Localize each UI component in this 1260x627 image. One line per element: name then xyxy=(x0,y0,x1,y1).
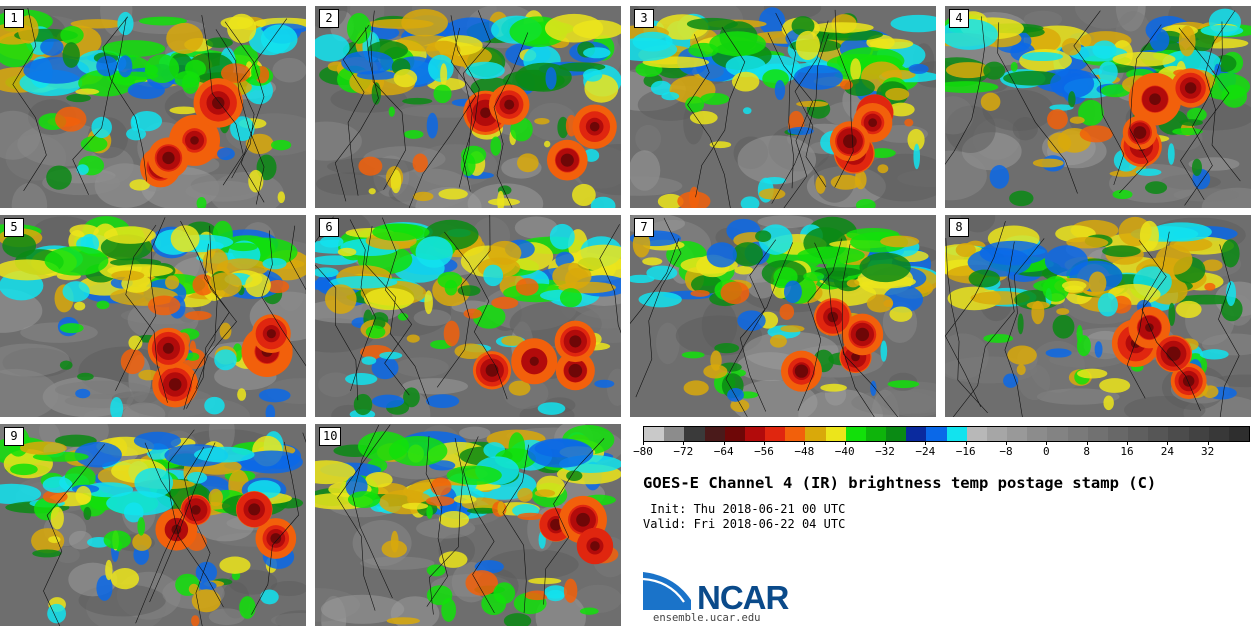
panel-number: 1 xyxy=(4,9,24,28)
colorbar-segment xyxy=(1188,427,1209,441)
colorbar-segment xyxy=(785,427,806,441)
ir-imagery xyxy=(630,6,936,208)
stamp-panel-1: 1 xyxy=(0,6,306,208)
colorbar-segment xyxy=(805,427,826,441)
colorbar-tick xyxy=(1006,441,1007,445)
stamp-panel-5: 5 xyxy=(0,215,306,417)
ir-imagery xyxy=(630,215,936,417)
colorbar-tick-label: 16 xyxy=(1120,445,1134,458)
colorbar-tick-label: −64 xyxy=(713,445,734,458)
colorbar-segment xyxy=(986,427,1008,441)
ir-imagery xyxy=(315,6,621,208)
colorbar-tick xyxy=(1046,441,1048,445)
colorbar-segment xyxy=(865,427,887,441)
colorbar-tick-label: 0 xyxy=(1043,445,1050,458)
colorbar-segment xyxy=(1067,427,1088,441)
colorbar-segment xyxy=(845,427,866,441)
colorbar-segment xyxy=(1027,427,1048,441)
colorbar-tick xyxy=(1207,441,1209,445)
website-url: ensemble.ucar.edu xyxy=(653,612,761,624)
colorbar-segment xyxy=(825,427,846,441)
colorbar-tick-label: −72 xyxy=(673,445,694,458)
colorbar-segment xyxy=(946,427,967,441)
colorbar-tick xyxy=(965,441,967,445)
colorbar-tick xyxy=(683,441,685,445)
colorbar-tick xyxy=(1086,441,1088,445)
colorbar-segment xyxy=(765,427,786,441)
stamp-panel-3: 3 xyxy=(630,6,936,208)
colorbar-tick xyxy=(1127,441,1128,445)
colorbar-segment xyxy=(704,427,725,441)
stamp-panel-6: 6 xyxy=(315,215,621,417)
colorbar-tick-label: −80 xyxy=(633,445,653,458)
panel-number: 10 xyxy=(319,427,342,446)
colorbar-ticks: −80 −72 −64 −56 −48 −40 −32 −24 −16 −8 0 8 16 24 32 xyxy=(633,441,1248,461)
ir-imagery xyxy=(0,6,306,208)
stamp-panel-4: 4 xyxy=(945,6,1251,208)
colorbar-segment xyxy=(664,427,685,441)
panel-number: 7 xyxy=(634,218,654,237)
colorbar-segment xyxy=(1047,427,1068,441)
colorbar-tick xyxy=(643,441,644,445)
ir-imagery xyxy=(945,6,1251,208)
init-time: Init: Thu 2018-06-21 00 UTC xyxy=(643,502,846,516)
stamp-panel-8: 8 xyxy=(945,215,1251,417)
colorbar-segment xyxy=(1148,427,1169,441)
stamp-panel-9: 9 xyxy=(0,424,306,626)
colorbar-segment xyxy=(684,427,705,441)
ncar-wordmark: NCAR xyxy=(697,579,789,610)
colorbar-tick-label: 32 xyxy=(1201,445,1215,458)
ir-imagery xyxy=(0,216,306,417)
colorbar xyxy=(643,426,1250,442)
ir-imagery xyxy=(945,215,1251,417)
ncar-logo: NCAR xyxy=(643,572,790,610)
panel-number: 6 xyxy=(319,218,339,237)
ir-imagery xyxy=(315,424,621,626)
colorbar-segment xyxy=(1168,427,1189,441)
colorbar-tick xyxy=(844,441,846,445)
stamp-panel-10: 10 xyxy=(315,424,621,626)
colorbar-tick-label: −32 xyxy=(875,445,895,458)
colorbar-segment xyxy=(1228,427,1250,441)
colorbar-tick-label: 24 xyxy=(1160,445,1174,458)
figure-title: GOES-E Channel 4 (IR) brightness temp po… xyxy=(643,474,1157,492)
colorbar-tick-label: −56 xyxy=(754,445,774,458)
colorbar-segment xyxy=(644,427,665,441)
ir-imagery xyxy=(0,424,306,626)
colorbar-segment xyxy=(886,427,907,441)
colorbar-tick xyxy=(723,441,725,445)
colorbar-segment xyxy=(1107,427,1129,441)
colorbar-tick-label: −40 xyxy=(834,445,855,458)
panel-number: 2 xyxy=(319,9,339,28)
panel-number: 8 xyxy=(949,218,969,237)
ir-imagery xyxy=(315,215,621,417)
colorbar-tick-label: 8 xyxy=(1083,445,1090,458)
colorbar-tick xyxy=(885,441,886,445)
colorbar-tick xyxy=(925,441,927,445)
valid-time: Valid: Fri 2018-06-22 04 UTC xyxy=(643,517,846,531)
colorbar-tick-label: −24 xyxy=(915,445,936,458)
colorbar-tick-label: −8 xyxy=(999,445,1013,458)
colorbar-segment xyxy=(966,427,987,441)
ncar-swoosh xyxy=(643,572,691,610)
colorbar-tick xyxy=(764,441,765,445)
colorbar-segment xyxy=(1208,427,1229,441)
stamp-panel-7: 7 xyxy=(630,215,936,417)
colorbar-tick-label: −48 xyxy=(794,445,815,458)
colorbar-tick-label: −16 xyxy=(955,445,976,458)
colorbar-segment xyxy=(724,427,745,441)
colorbar-tick xyxy=(1167,441,1169,445)
colorbar-segment xyxy=(926,427,947,441)
colorbar-tick xyxy=(804,441,806,445)
colorbar-segment xyxy=(1128,427,1149,441)
panel-number: 5 xyxy=(4,218,24,237)
panel-number: 4 xyxy=(949,9,969,28)
colorbar-segment xyxy=(1087,427,1108,441)
panel-number: 3 xyxy=(634,9,654,28)
colorbar-segment xyxy=(1007,427,1028,441)
stamp-panel-2: 2 xyxy=(315,6,621,208)
colorbar-segment xyxy=(744,427,766,441)
panel-number: 9 xyxy=(4,427,24,446)
colorbar-segment xyxy=(906,427,927,441)
